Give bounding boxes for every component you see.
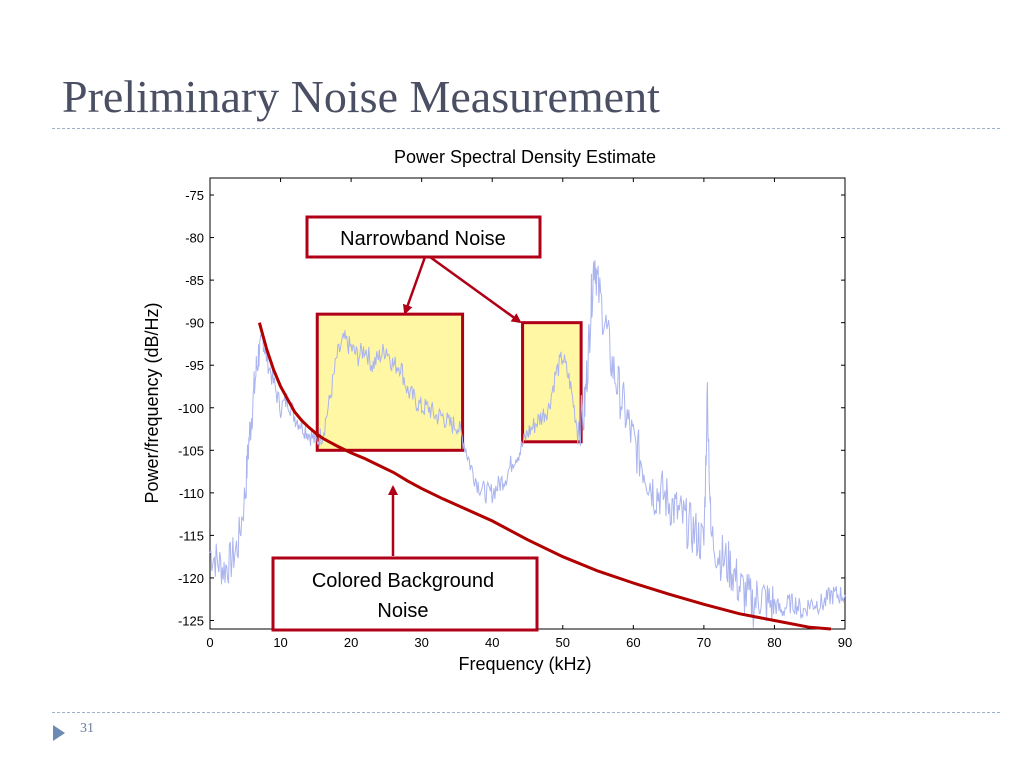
y-axis-ticks: -75 -80 -85 -90 -95 -100 -105 -110 -115 -120 -125 <box>178 188 845 628</box>
highlight-box-1 <box>315 312 465 452</box>
y-tick-label: -100 <box>178 401 204 416</box>
x-tick-label: 90 <box>838 635 852 650</box>
highlight-box-2 <box>521 321 583 444</box>
x-tick-label: 20 <box>344 635 358 650</box>
x-tick-label: 30 <box>414 635 428 650</box>
title-divider <box>52 128 1000 129</box>
y-tick-label: -125 <box>178 613 204 628</box>
background-fit-line <box>257 322 832 631</box>
y-tick-label: -80 <box>185 231 204 246</box>
y-tick-label: -120 <box>178 571 204 586</box>
narrowband-arrow-right <box>429 255 522 324</box>
x-tick-label: 70 <box>697 635 711 650</box>
y-tick-label: -85 <box>185 273 204 288</box>
triangle-bullet-icon <box>53 725 65 741</box>
x-axis-label: Frequency (kHz) <box>458 654 591 674</box>
x-tick-label: 0 <box>206 635 213 650</box>
narrowband-callout-text: Narrowband Noise <box>340 228 506 250</box>
slide-number: 31 <box>80 721 94 736</box>
footer-divider <box>52 712 1000 713</box>
y-tick-label: -90 <box>185 316 204 331</box>
x-tick-label: 10 <box>273 635 287 650</box>
narrowband-callout-box <box>305 215 542 259</box>
y-tick-label: -115 <box>179 528 204 543</box>
highlight-boxes <box>315 312 583 452</box>
x-tick-label: 60 <box>626 635 640 650</box>
narrowband-arrow-left <box>402 256 427 315</box>
y-axis-label: Power/frequency (dB/Hz) <box>142 302 162 503</box>
x-tick-label: 50 <box>556 635 570 650</box>
y-tick-label: -95 <box>185 358 204 373</box>
y-tick-label: -105 <box>178 443 204 458</box>
slide-title: Preliminary Noise Measurement <box>62 71 660 122</box>
background-callout-box <box>271 556 539 632</box>
background-callout-text-line2: Noise <box>377 600 428 622</box>
y-tick-label: -75 <box>185 188 204 203</box>
narrowband-callout: Narrowband Noise <box>305 215 542 259</box>
psd-chart: Power Spectral Density Estimate 0 10 20 30 4… <box>142 147 852 674</box>
background-callout: Colored Background Noise <box>271 556 539 632</box>
x-tick-label: 40 <box>485 635 499 650</box>
background-callout-text-line1: Colored Background <box>312 570 494 592</box>
x-axis-ticks: 0 10 20 30 40 50 60 70 80 90 <box>206 178 852 650</box>
x-tick-label: 80 <box>767 635 781 650</box>
chart-title: Power Spectral Density Estimate <box>394 147 656 167</box>
y-tick-label: -110 <box>179 486 204 501</box>
